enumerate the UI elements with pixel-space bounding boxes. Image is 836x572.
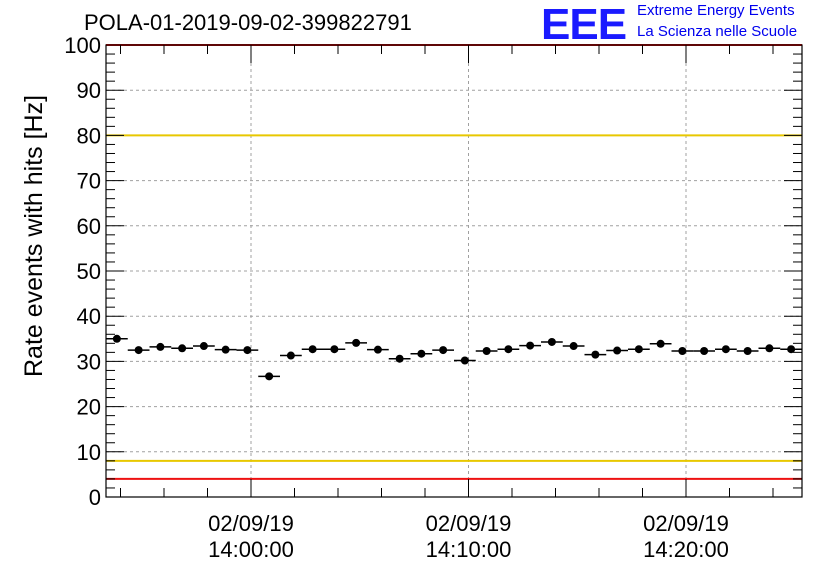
data-point [504, 345, 513, 354]
data-point [265, 372, 274, 381]
x-tick-date-label: 02/09/19 [426, 511, 512, 536]
y-tick-label: 20 [77, 395, 101, 420]
data-point [482, 347, 491, 356]
data-point [439, 346, 448, 355]
x-tick-time-label: 14:10:00 [426, 537, 512, 562]
y-tick-label: 80 [77, 123, 101, 148]
x-tick-date-label: 02/09/19 [643, 511, 729, 536]
data-point [460, 356, 469, 365]
data-point [547, 337, 556, 346]
data-point [156, 342, 165, 351]
x-tick-time-label: 14:00:00 [208, 537, 294, 562]
data-point [526, 341, 535, 350]
data-point [221, 345, 230, 354]
y-tick-label: 70 [77, 169, 101, 194]
y-tick-label: 60 [77, 214, 101, 239]
data-point [352, 338, 361, 347]
data-point [373, 345, 382, 354]
data-point [721, 345, 730, 354]
logo-caption-line1: Extreme Energy Events [637, 2, 795, 19]
y-tick-label: 90 [77, 78, 101, 103]
y-tick-label: 0 [89, 485, 101, 510]
x-tick-date-label: 02/09/19 [208, 511, 294, 536]
data-point [395, 354, 404, 363]
data-point [613, 346, 622, 355]
data-point [591, 350, 600, 359]
data-point [199, 342, 208, 351]
data-point [178, 344, 187, 353]
data-point [787, 345, 796, 354]
data-point [678, 347, 687, 356]
data-point [134, 346, 143, 355]
data-point [243, 346, 252, 355]
data-point [417, 349, 426, 358]
data-point [743, 347, 752, 356]
data-point [634, 345, 643, 354]
data-point [286, 351, 295, 360]
y-tick-label: 100 [64, 33, 101, 58]
y-tick-label: 40 [77, 304, 101, 329]
data-point [112, 334, 121, 343]
y-tick-label: 10 [77, 440, 101, 465]
data-point [330, 345, 339, 354]
y-tick-label: 30 [77, 349, 101, 374]
y-tick-label: 50 [77, 259, 101, 284]
x-tick-time-label: 14:20:00 [643, 537, 729, 562]
data-point [656, 339, 665, 348]
logo-caption-line2: La Scienza nelle Scuole [637, 23, 798, 40]
data-point [569, 342, 578, 351]
eee-logo: EEE [541, 0, 627, 49]
data-point [765, 344, 774, 353]
data-point [700, 347, 709, 356]
chart-title: POLA-01-2019-09-02-399822791 [84, 10, 412, 35]
data-point [308, 345, 317, 354]
